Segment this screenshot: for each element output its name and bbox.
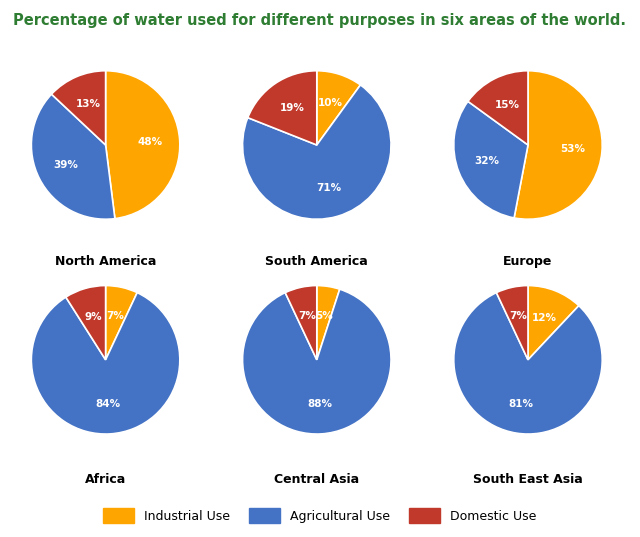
Text: South East Asia: South East Asia bbox=[473, 473, 583, 485]
Wedge shape bbox=[468, 71, 528, 145]
Wedge shape bbox=[514, 71, 602, 219]
Wedge shape bbox=[51, 71, 106, 145]
Text: 15%: 15% bbox=[495, 100, 520, 110]
Text: 5%: 5% bbox=[315, 311, 333, 321]
Text: 7%: 7% bbox=[106, 311, 124, 321]
Text: 39%: 39% bbox=[54, 160, 78, 170]
Text: 84%: 84% bbox=[96, 399, 121, 409]
Wedge shape bbox=[31, 94, 115, 219]
Wedge shape bbox=[243, 85, 391, 219]
Wedge shape bbox=[454, 293, 602, 434]
Text: North America: North America bbox=[55, 255, 156, 268]
Wedge shape bbox=[317, 71, 360, 145]
Text: 53%: 53% bbox=[560, 144, 585, 154]
Text: Africa: Africa bbox=[85, 473, 126, 485]
Text: Percentage of water used for different purposes in six areas of the world.: Percentage of water used for different p… bbox=[13, 13, 626, 28]
Text: 81%: 81% bbox=[509, 399, 534, 409]
Text: 48%: 48% bbox=[138, 137, 163, 147]
Wedge shape bbox=[497, 286, 528, 360]
Wedge shape bbox=[106, 71, 180, 219]
Text: 7%: 7% bbox=[509, 311, 527, 321]
Text: 19%: 19% bbox=[279, 103, 304, 113]
Text: 32%: 32% bbox=[474, 156, 499, 166]
Text: 13%: 13% bbox=[76, 99, 100, 109]
Wedge shape bbox=[243, 289, 391, 434]
Wedge shape bbox=[454, 101, 528, 218]
Wedge shape bbox=[248, 71, 317, 145]
Text: 10%: 10% bbox=[318, 98, 343, 107]
Text: 12%: 12% bbox=[532, 314, 557, 323]
Wedge shape bbox=[285, 286, 317, 360]
Text: 9%: 9% bbox=[84, 312, 102, 322]
Wedge shape bbox=[66, 286, 106, 360]
Legend: Industrial Use, Agricultural Use, Domestic Use: Industrial Use, Agricultural Use, Domest… bbox=[98, 503, 542, 528]
Text: 71%: 71% bbox=[317, 183, 342, 193]
Wedge shape bbox=[106, 286, 137, 360]
Text: 88%: 88% bbox=[307, 399, 332, 409]
Text: South America: South America bbox=[266, 255, 368, 268]
Wedge shape bbox=[317, 286, 340, 360]
Wedge shape bbox=[528, 286, 579, 360]
Text: Europe: Europe bbox=[503, 255, 553, 268]
Text: Central Asia: Central Asia bbox=[274, 473, 360, 485]
Text: 7%: 7% bbox=[298, 311, 316, 321]
Wedge shape bbox=[31, 293, 180, 434]
